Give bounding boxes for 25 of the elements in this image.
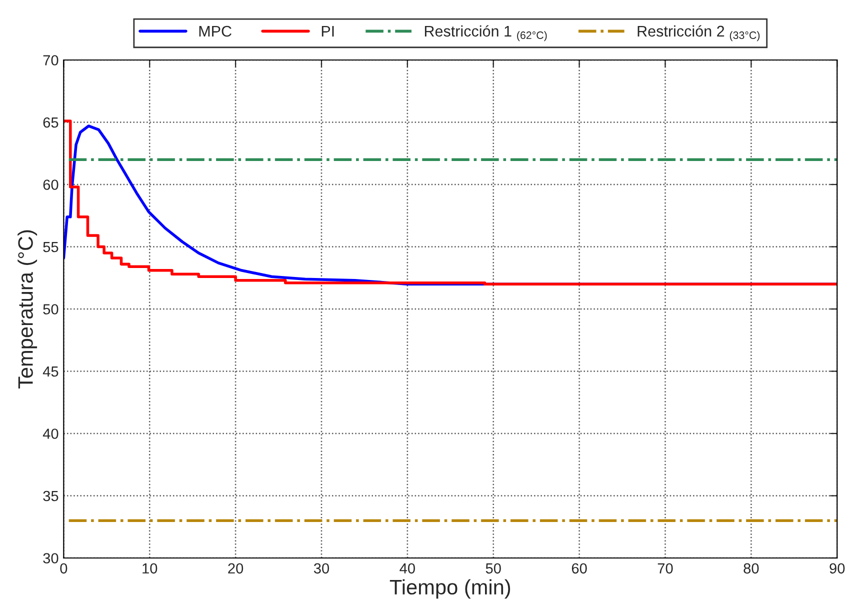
legend-label: Restricción 2 $_{(33°C)}$ bbox=[638, 25, 760, 42]
x-tick-label: 60 bbox=[572, 563, 587, 574]
y-tick-label: 55 bbox=[43, 242, 58, 252]
y-tick-label: 50 bbox=[43, 304, 58, 314]
x-tick-label: 70 bbox=[658, 563, 673, 574]
legend-label: MPC bbox=[199, 26, 232, 37]
x-tick-label: 90 bbox=[830, 563, 845, 574]
y-axis-title: Temperatura (°C) bbox=[18, 230, 38, 389]
x-tick-label: 10 bbox=[142, 563, 158, 574]
y-tick-label: 40 bbox=[42, 428, 58, 439]
y-tick-label: 30 bbox=[43, 553, 58, 564]
y-tick-label: 45 bbox=[42, 366, 58, 377]
x-tick-label: 80 bbox=[744, 563, 759, 574]
x-tick-label: 20 bbox=[228, 563, 244, 574]
y-tick-label: 35 bbox=[43, 490, 58, 502]
y-tick-label: 60 bbox=[43, 180, 58, 190]
x-tick-label: 30 bbox=[314, 563, 330, 574]
y-tick-label: 70 bbox=[43, 55, 58, 66]
y-tick-label: 65 bbox=[43, 117, 58, 128]
x-tick-label: 50 bbox=[486, 563, 501, 574]
x-tick-label: 40 bbox=[400, 563, 415, 574]
x-tick-label: 0 bbox=[60, 563, 68, 574]
legend-label: Restricción 1 $_{(62°C)}$ bbox=[424, 25, 547, 42]
legend-label: PI bbox=[322, 26, 334, 37]
x-axis-title: Tiempo (min) bbox=[390, 579, 510, 599]
